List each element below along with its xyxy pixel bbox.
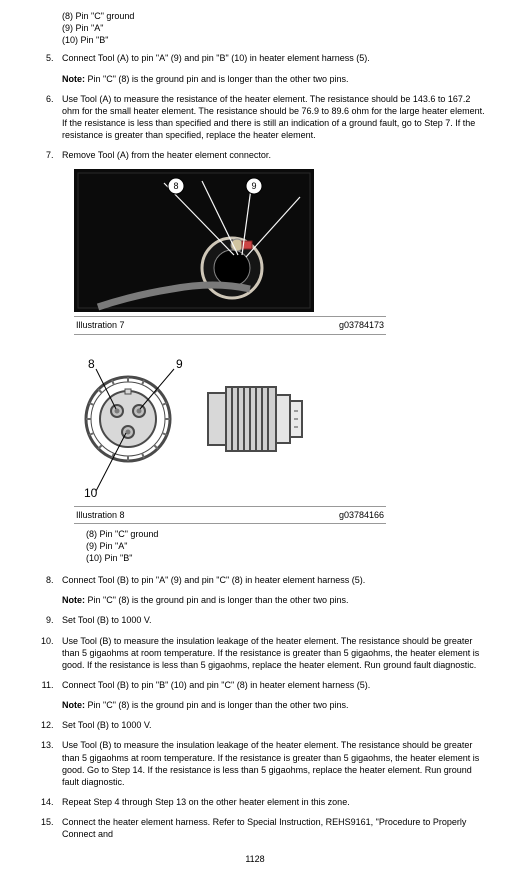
illustration-code: g03784166 (339, 509, 384, 521)
caption-row: Illustration 7 g03784173 (74, 316, 386, 334)
step-10: Use Tool (B) to measure the insulation l… (56, 635, 490, 671)
pin-legend-top: (8) Pin "C" ground (9) Pin "A" (10) Pin … (62, 10, 490, 46)
step-text: Use Tool (B) to measure the insulation l… (62, 740, 479, 786)
svg-text:9: 9 (176, 357, 183, 371)
step-text: Set Tool (B) to 1000 V. (62, 615, 152, 625)
step-text: Connect Tool (B) to pin "B" (10) and pin… (62, 680, 370, 690)
step-text: Use Tool (A) to measure the resistance o… (62, 94, 485, 140)
step-text: Remove Tool (A) from the heater element … (62, 150, 271, 160)
legend-line: (9) Pin "A" (62, 22, 490, 34)
connector-diagram: 8 9 10 (74, 353, 314, 498)
note-text: Pin "C" (8) is the ground pin and is lon… (85, 595, 349, 605)
note-label: Note: (62, 595, 85, 605)
step-13: Use Tool (B) to measure the insulation l… (56, 739, 490, 788)
photo-connector: 8 9 (74, 169, 314, 312)
page-number: 1128 (20, 854, 490, 864)
step-14: Repeat Step 4 through Step 13 on the oth… (56, 796, 490, 808)
step-text: Use Tool (B) to measure the insulation l… (62, 636, 479, 670)
note-text: Pin "C" (8) is the ground pin and is lon… (85, 700, 349, 710)
note-label: Note: (62, 700, 85, 710)
step-15: Connect the heater element harness. Refe… (56, 816, 490, 840)
page: (8) Pin "C" ground (9) Pin "A" (10) Pin … (0, 0, 510, 882)
step-text: Repeat Step 4 through Step 13 on the oth… (62, 797, 350, 807)
caption-row: Illustration 8 g03784166 (74, 506, 386, 524)
pin-legend-fig8: (8) Pin "C" ground (9) Pin "A" (10) Pin … (86, 528, 314, 564)
legend-line: (8) Pin "C" ground (62, 10, 490, 22)
svg-text:8: 8 (88, 357, 95, 371)
svg-text:10: 10 (84, 486, 98, 498)
note: Note: Pin "C" (8) is the ground pin and … (62, 699, 490, 711)
svg-text:8: 8 (173, 181, 178, 191)
step-text: Connect Tool (A) to pin "A" (9) and pin … (62, 53, 370, 63)
note-label: Note: (62, 74, 85, 84)
steps-list: Connect Tool (A) to pin "A" (9) and pin … (20, 52, 490, 840)
step-5: Connect Tool (A) to pin "A" (9) and pin … (56, 52, 490, 84)
step-7: Remove Tool (A) from the heater element … (56, 149, 490, 564)
illustration-label: Illustration 7 (76, 319, 125, 331)
step-9: Set Tool (B) to 1000 V. (56, 614, 490, 626)
note-text: Pin "C" (8) is the ground pin and is lon… (85, 74, 349, 84)
step-8: Connect Tool (B) to pin "A" (9) and pin … (56, 574, 490, 606)
legend-line: (10) Pin "B" (62, 34, 490, 46)
legend-line: (10) Pin "B" (86, 552, 314, 564)
step-12: Set Tool (B) to 1000 V. (56, 719, 490, 731)
illustration-8: 8 9 10 (74, 353, 314, 565)
step-11: Connect Tool (B) to pin "B" (10) and pin… (56, 679, 490, 711)
legend-line: (9) Pin "A" (86, 540, 314, 552)
step-text: Connect Tool (B) to pin "A" (9) and pin … (62, 575, 365, 585)
illustration-code: g03784173 (339, 319, 384, 331)
step-6: Use Tool (A) to measure the resistance o… (56, 93, 490, 142)
legend-line: (8) Pin "C" ground (86, 528, 314, 540)
step-text: Connect the heater element harness. Refe… (62, 817, 466, 839)
note: Note: Pin "C" (8) is the ground pin and … (62, 594, 490, 606)
note: Note: Pin "C" (8) is the ground pin and … (62, 73, 490, 85)
illustration-7: 8 9 Illustration 7 g03784173 (74, 169, 314, 334)
svg-text:9: 9 (251, 181, 256, 191)
illustration-label: Illustration 8 (76, 509, 125, 521)
